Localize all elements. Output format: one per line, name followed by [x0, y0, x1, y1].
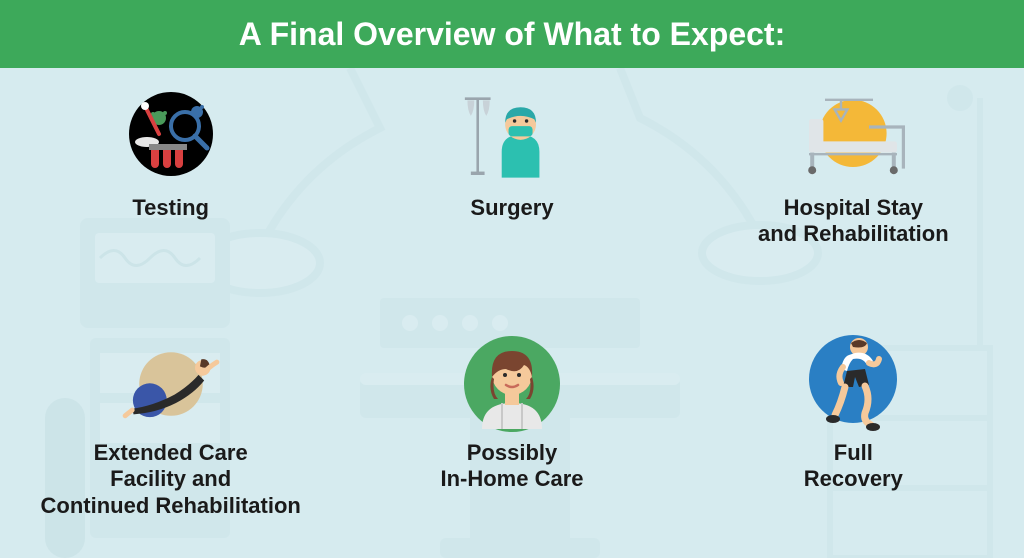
page-title: A Final Overview of What to Expect:	[239, 16, 785, 53]
runner-icon	[793, 331, 913, 436]
hospital-icon	[793, 86, 913, 191]
step-label: Full Recovery	[804, 440, 903, 493]
step-hospital: Hospital Stay and Rehabilitation	[683, 68, 1024, 313]
step-label: Extended Care Facility and Continued Reh…	[41, 440, 301, 519]
step-label: Surgery	[470, 195, 553, 221]
content-area: Testing	[0, 68, 1024, 558]
steps-grid: Testing	[0, 68, 1024, 558]
step-extended-care: Extended Care Facility and Continued Reh…	[0, 313, 341, 558]
testing-icon	[111, 86, 231, 191]
exercise-icon	[111, 331, 231, 436]
caregiver-icon	[452, 331, 572, 436]
step-home-care: Possibly In-Home Care	[341, 313, 682, 558]
step-testing: Testing	[0, 68, 341, 313]
step-recovery: Full Recovery	[683, 313, 1024, 558]
step-label: Hospital Stay and Rehabilitation	[758, 195, 949, 248]
step-label: Testing	[132, 195, 209, 221]
step-surgery: Surgery	[341, 68, 682, 313]
title-banner: A Final Overview of What to Expect:	[0, 0, 1024, 68]
step-label: Possibly In-Home Care	[440, 440, 583, 493]
surgery-icon	[452, 86, 572, 191]
